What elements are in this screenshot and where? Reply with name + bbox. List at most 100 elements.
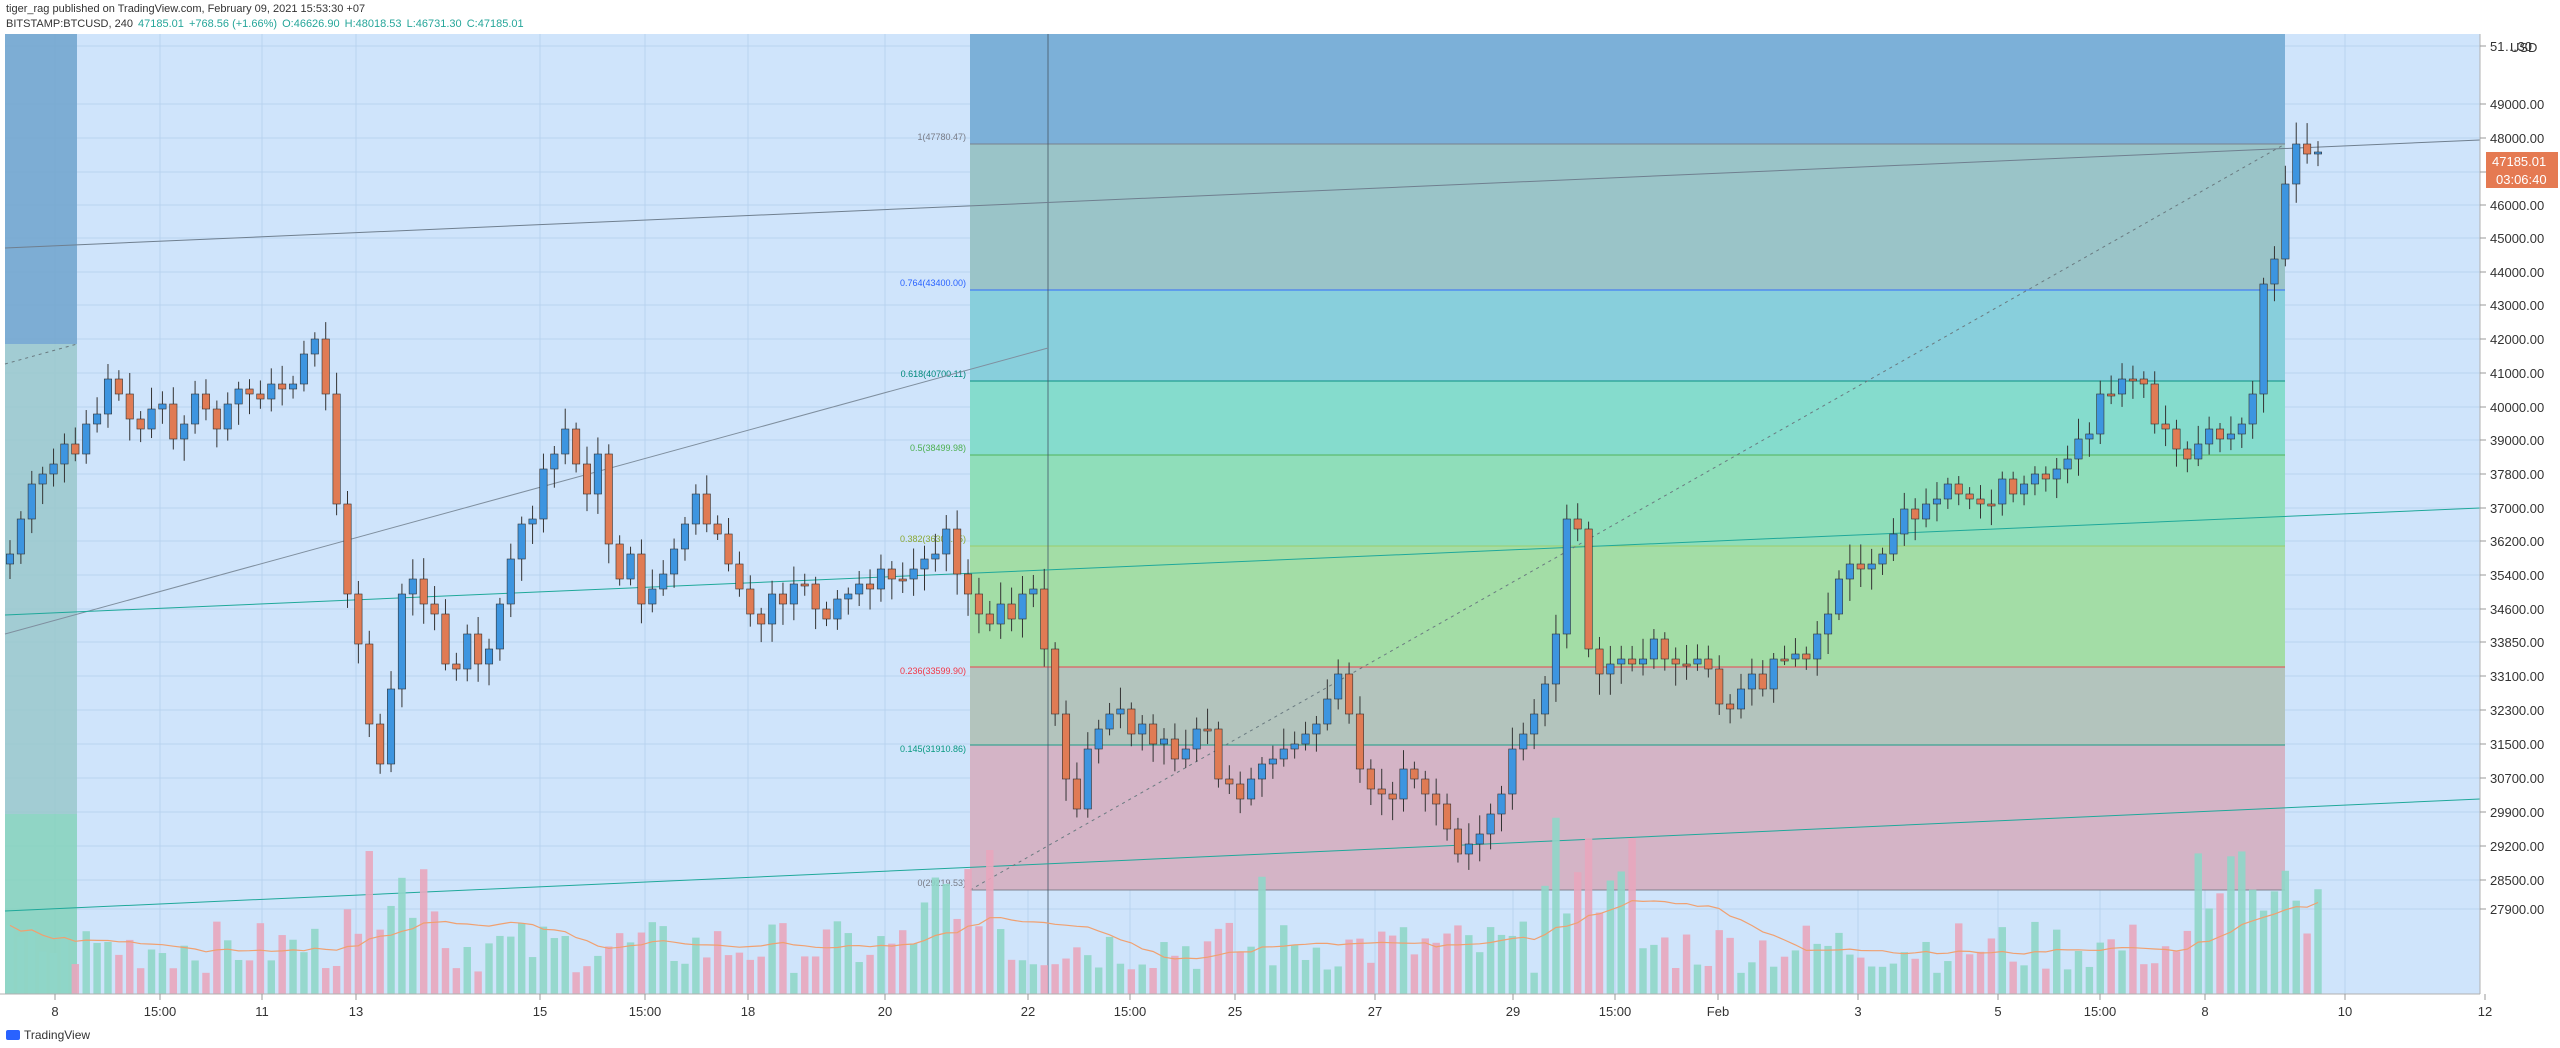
- time-tick-label: 27: [1368, 1004, 1382, 1019]
- volume-bar: [496, 935, 504, 994]
- candle-body: [2216, 428, 2225, 440]
- volume-bar: [648, 922, 657, 994]
- left-zone-top: [5, 34, 77, 344]
- volume-bar: [17, 936, 25, 994]
- volume-bar: [1867, 966, 1876, 994]
- candle-body: [2150, 383, 2159, 425]
- volume-bar: [975, 926, 983, 994]
- price-chart[interactable]: 1(47780.47) 0.764(43400.00) 0.618(40700.…: [0, 34, 2560, 1024]
- volume-bar: [398, 877, 406, 994]
- time-tick-label: 15:00: [144, 1004, 177, 1019]
- volume-bar: [899, 930, 907, 994]
- volume-bar: [2314, 889, 2322, 994]
- candle-body: [1170, 738, 1179, 760]
- volume-bar: [278, 935, 286, 994]
- fib-retracement[interactable]: 1(47780.47) 0.764(43400.00) 0.618(40700.…: [900, 34, 2285, 891]
- candle-body: [1355, 713, 1364, 770]
- volume-bar: [1671, 967, 1680, 994]
- chart-area[interactable]: 1(47780.47) 0.764(43400.00) 0.618(40700.…: [0, 34, 2560, 1024]
- volume-bar: [1791, 950, 1800, 994]
- price-axis-ticks: 51…3049000.0048000.0047000.0046000.00450…: [2480, 39, 2544, 917]
- candle-body: [136, 418, 145, 430]
- volume-bar: [322, 968, 330, 994]
- candle-body: [1628, 658, 1637, 665]
- candle-body: [1867, 563, 1876, 570]
- volume-bar: [1965, 954, 1974, 994]
- candle-body: [1432, 793, 1441, 805]
- candle-body: [2074, 438, 2083, 460]
- candlesticks[interactable]: [5, 122, 2323, 870]
- candle-body: [1813, 633, 1822, 660]
- time-tick-label: 15:00: [629, 1004, 662, 1019]
- symbol-label[interactable]: BITSTAMP:BTCUSD, 240: [6, 18, 133, 30]
- volume-bar: [637, 932, 646, 994]
- candle-body: [49, 463, 58, 475]
- candle-body: [1159, 738, 1169, 745]
- fib-zone-top: [970, 34, 2285, 144]
- candle-body: [1127, 708, 1136, 735]
- volume-bar: [234, 959, 243, 994]
- candle-body: [1911, 508, 1920, 520]
- trend-line-lower[interactable]: [4, 798, 2481, 912]
- chart-header: tiger_rag published on TradingView.com, …: [0, 0, 2560, 34]
- volume-bar: [1116, 963, 1125, 994]
- candle-body: [1029, 588, 1038, 595]
- left-dashed-line[interactable]: [4, 343, 78, 365]
- fib-zone-2: [970, 290, 2285, 381]
- price-axis[interactable]: [2480, 34, 2560, 1024]
- volume-bar: [1639, 948, 1647, 994]
- volume-bar: [1029, 964, 1038, 994]
- candle-body: [1083, 748, 1092, 810]
- candle-body: [1965, 493, 1974, 500]
- candle-body: [332, 393, 341, 505]
- candle-body: [931, 553, 940, 560]
- volume-bar: [561, 936, 569, 994]
- candle-body: [659, 573, 668, 590]
- volume-bar: [1040, 965, 1048, 994]
- time-axis[interactable]: [0, 994, 2480, 1024]
- tradingview-logo[interactable]: TradingView: [6, 1028, 90, 1042]
- volume-bar: [1857, 957, 1865, 994]
- trend-line-upper[interactable]: [4, 139, 2481, 249]
- candle-body: [1290, 743, 1299, 750]
- time-tick-label: 15:00: [2084, 1004, 2117, 1019]
- candle-body: [452, 663, 461, 670]
- candle-body: [234, 388, 243, 405]
- volume-bar: [909, 943, 918, 994]
- volume-bar: [1073, 947, 1081, 994]
- time-tick-label: 3: [1854, 1004, 1861, 1019]
- symbol-ohlc-line: BITSTAMP:BTCUSD, 240 47185.01 +768.56 (+…: [6, 18, 526, 30]
- candle-body: [387, 688, 396, 765]
- candle-body: [1736, 688, 1746, 710]
- time-tick-label: 18: [741, 1004, 755, 1019]
- volume-bar: [1345, 939, 1353, 994]
- candle-body: [2041, 473, 2050, 480]
- volume-bar: [1410, 954, 1419, 994]
- candle-body: [615, 543, 624, 580]
- trend-lines[interactable]: [4, 139, 2481, 912]
- time-tick-label: 10: [2338, 1004, 2352, 1019]
- volume-bar: [528, 957, 537, 994]
- trend-line-short[interactable]: [4, 347, 1049, 635]
- volume-bar: [703, 957, 711, 994]
- candle-body: [1802, 653, 1811, 660]
- volume-bar: [1182, 946, 1190, 994]
- candle-body: [561, 428, 570, 455]
- candle-body: [1595, 648, 1604, 675]
- candle-body: [985, 613, 994, 625]
- candle-body: [1639, 658, 1648, 665]
- price-tick-label: 45000.00: [2490, 231, 2544, 246]
- candle-body: [1334, 673, 1343, 700]
- candle-body: [746, 588, 755, 615]
- volume-bar: [126, 939, 134, 994]
- trend-line-middle[interactable]: [4, 507, 2481, 616]
- volume-bar: [626, 942, 635, 994]
- volume-bar: [1465, 935, 1473, 994]
- footer: TradingView: [0, 1024, 2560, 1048]
- volume-bar: [1486, 927, 1495, 994]
- volume-bar: [2248, 889, 2257, 994]
- candle-body: [1051, 648, 1060, 715]
- volume-bar: [1878, 966, 1887, 994]
- price-tick-label: 37800.00: [2490, 467, 2544, 482]
- volume-bar: [2172, 951, 2181, 994]
